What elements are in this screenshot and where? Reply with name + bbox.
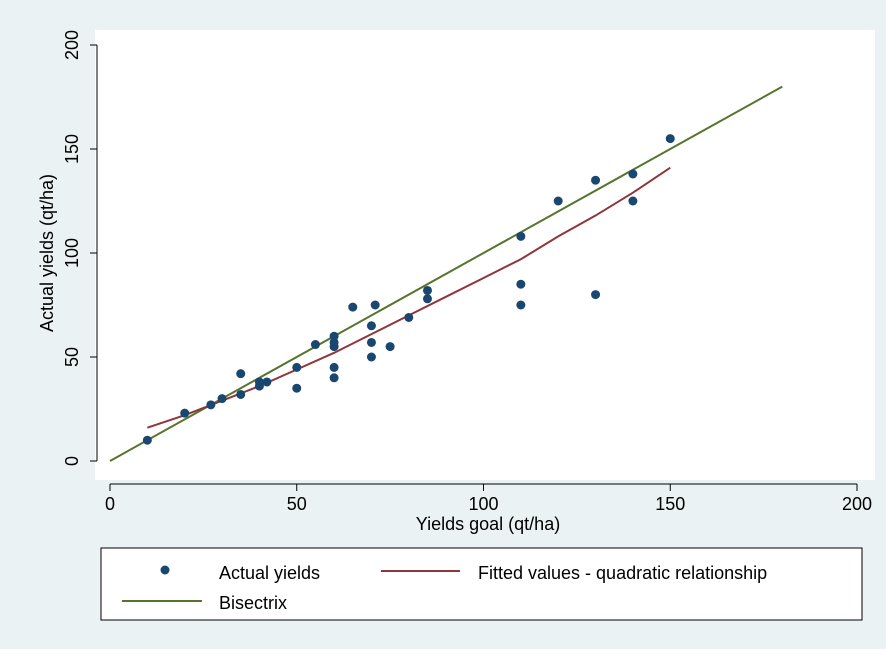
x-tick-label: 100 bbox=[468, 494, 498, 514]
series-points-actual-yields bbox=[142, 134, 675, 445]
axes: 0 50 100 150 200 0 50 100 150 200 bbox=[62, 30, 872, 514]
x-tick-label: 50 bbox=[287, 494, 307, 514]
data-point bbox=[366, 352, 376, 362]
data-point bbox=[516, 279, 526, 289]
x-tick-label: 150 bbox=[655, 494, 685, 514]
data-point bbox=[591, 290, 601, 300]
data-point bbox=[516, 231, 526, 241]
legend-label-actual-yields: Actual yields bbox=[219, 563, 320, 583]
data-point bbox=[142, 435, 152, 445]
data-point bbox=[366, 337, 376, 347]
data-point bbox=[422, 285, 432, 295]
y-tick-label: 150 bbox=[62, 134, 82, 164]
y-axis-title: Actual yields (qt/ha) bbox=[37, 174, 57, 332]
data-point bbox=[292, 362, 302, 372]
x-tick-label: 200 bbox=[842, 494, 872, 514]
legend-box bbox=[100, 547, 863, 621]
plot-area bbox=[95, 30, 875, 480]
data-point bbox=[236, 389, 246, 399]
y-tick-label: 0 bbox=[62, 456, 82, 466]
data-point bbox=[310, 340, 320, 350]
y-tick-label: 100 bbox=[62, 238, 82, 268]
y-tick-label: 50 bbox=[62, 347, 82, 367]
x-axis-title: Yields goal (qt/ha) bbox=[416, 514, 560, 534]
data-point bbox=[236, 369, 246, 379]
data-point bbox=[329, 362, 339, 372]
data-point bbox=[329, 337, 339, 347]
data-point bbox=[262, 377, 272, 387]
data-point bbox=[553, 196, 563, 206]
x-tick-label: 0 bbox=[105, 494, 115, 514]
legend-label-fitted: Fitted values - quadratic relationship bbox=[478, 563, 767, 583]
data-point bbox=[370, 300, 380, 310]
data-point bbox=[385, 342, 395, 352]
y-tick-label: 200 bbox=[62, 30, 82, 60]
data-point bbox=[366, 321, 376, 331]
data-point bbox=[591, 175, 601, 185]
data-point bbox=[329, 331, 339, 341]
data-point bbox=[348, 302, 358, 312]
data-point bbox=[254, 377, 264, 387]
data-point bbox=[422, 294, 432, 304]
legend-label-bisectrix: Bisectrix bbox=[219, 593, 287, 613]
data-point bbox=[206, 400, 216, 410]
data-point bbox=[665, 134, 675, 144]
data-point bbox=[516, 300, 526, 310]
data-point bbox=[628, 169, 638, 179]
data-point bbox=[404, 312, 414, 322]
data-point bbox=[329, 373, 339, 383]
legend: Actual yields Fitted values - quadratic … bbox=[100, 547, 863, 621]
data-point bbox=[217, 394, 227, 404]
data-point bbox=[292, 383, 302, 393]
data-point bbox=[180, 408, 190, 418]
data-point bbox=[628, 196, 638, 206]
legend-marker-actual-yields bbox=[160, 565, 170, 575]
